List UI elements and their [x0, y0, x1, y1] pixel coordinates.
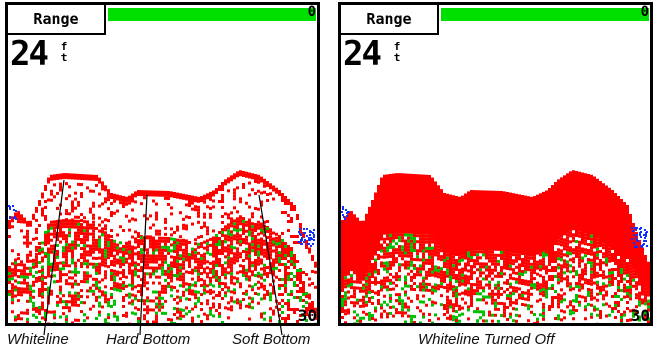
depth-readout: 24 — [343, 37, 380, 71]
scale-top-value: 0 — [308, 4, 316, 20]
caption-soft-bottom: Soft Bottom — [232, 331, 310, 348]
scale-bottom-value: 30 — [298, 306, 317, 325]
sonar-display-no-whiteline — [341, 5, 650, 323]
caption-whiteline-turned-off: Whiteline Turned Off — [418, 331, 554, 348]
sonar-display-whiteline — [8, 5, 317, 323]
depth-readout: 24 — [10, 37, 47, 71]
range-bar — [108, 8, 316, 21]
range-button[interactable]: Range — [341, 5, 439, 35]
depth-unit: ft — [60, 41, 68, 63]
range-button[interactable]: Range — [8, 5, 106, 35]
scale-top-value: 0 — [641, 4, 649, 20]
depth-unit-text: ft — [393, 41, 401, 63]
range-bar — [441, 8, 649, 21]
sonar-screen-whiteline: Range 0 24 ft 30 — [5, 2, 320, 326]
scale-bottom-value: 30 — [631, 306, 650, 325]
depth-unit-text: ft — [60, 41, 68, 63]
caption-hard-bottom: Hard Bottom — [106, 331, 190, 348]
depth-unit: ft — [393, 41, 401, 63]
sonar-screen-no-whiteline: Range 0 24 ft 30 — [338, 2, 653, 326]
caption-whiteline: Whiteline — [7, 331, 69, 348]
